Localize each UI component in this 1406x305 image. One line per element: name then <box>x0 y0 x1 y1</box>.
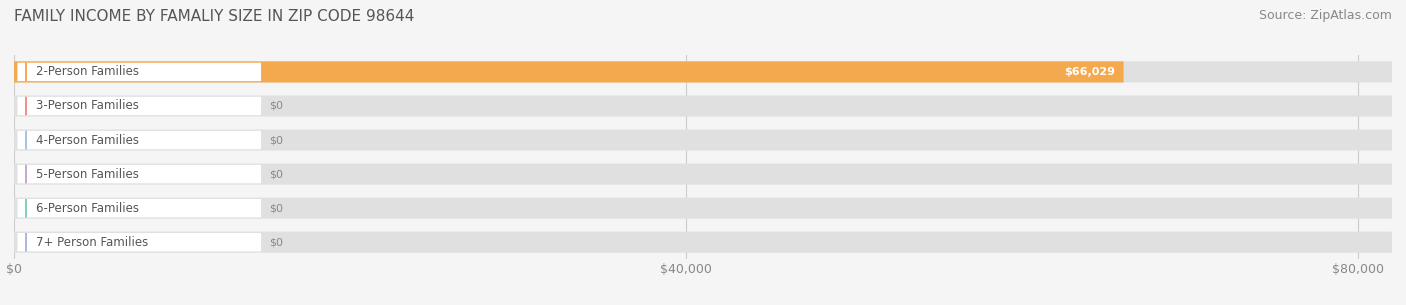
FancyBboxPatch shape <box>17 165 262 183</box>
FancyBboxPatch shape <box>17 97 262 115</box>
Text: Source: ZipAtlas.com: Source: ZipAtlas.com <box>1258 9 1392 22</box>
FancyBboxPatch shape <box>14 130 1392 151</box>
FancyBboxPatch shape <box>14 232 1392 253</box>
Text: $0: $0 <box>270 169 284 179</box>
FancyBboxPatch shape <box>14 163 1392 185</box>
Text: 7+ Person Families: 7+ Person Families <box>37 236 148 249</box>
Text: 6-Person Families: 6-Person Families <box>37 202 139 215</box>
Text: $0: $0 <box>270 203 284 213</box>
Text: $0: $0 <box>270 101 284 111</box>
Text: $66,029: $66,029 <box>1064 67 1115 77</box>
Text: FAMILY INCOME BY FAMALIY SIZE IN ZIP CODE 98644: FAMILY INCOME BY FAMALIY SIZE IN ZIP COD… <box>14 9 415 24</box>
FancyBboxPatch shape <box>14 198 1392 219</box>
FancyBboxPatch shape <box>14 61 1392 82</box>
FancyBboxPatch shape <box>17 131 262 149</box>
FancyBboxPatch shape <box>17 233 262 251</box>
Text: $0: $0 <box>270 237 284 247</box>
Text: 3-Person Families: 3-Person Families <box>37 99 139 113</box>
Text: $0: $0 <box>270 135 284 145</box>
FancyBboxPatch shape <box>17 199 262 217</box>
FancyBboxPatch shape <box>14 61 1123 82</box>
Text: 2-Person Families: 2-Person Families <box>37 66 139 78</box>
FancyBboxPatch shape <box>17 63 262 81</box>
Text: 5-Person Families: 5-Person Families <box>37 168 139 181</box>
Text: 4-Person Families: 4-Person Families <box>37 134 139 146</box>
FancyBboxPatch shape <box>14 95 1392 117</box>
